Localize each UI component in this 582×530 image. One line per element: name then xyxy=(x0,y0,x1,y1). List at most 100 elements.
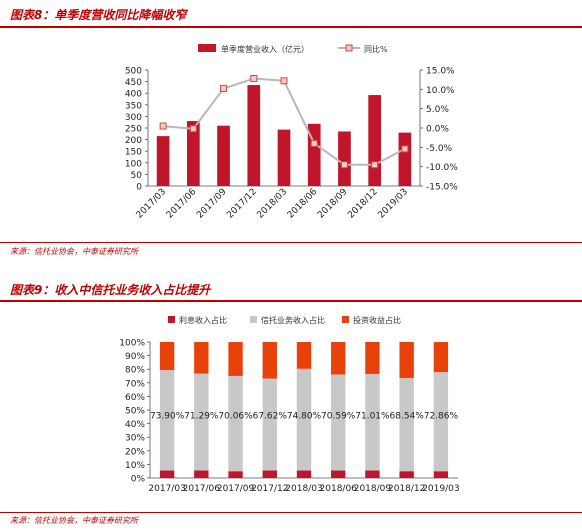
y-left-tick-label: 0 xyxy=(136,183,142,193)
x-tick-label: 2018/12 xyxy=(346,187,380,221)
y-tick-label: 60% xyxy=(125,393,145,403)
figure8-title: 图表8：单季度营收同比降幅收窄 xyxy=(10,8,187,22)
x-tick-label: 2018/12 xyxy=(388,484,425,494)
stacked-bar-segment-2 xyxy=(262,378,277,471)
legend-swatch-1 xyxy=(168,316,175,323)
legend-swatch-2 xyxy=(250,316,257,323)
figure9-top-rule xyxy=(0,300,582,302)
y-left-tick-label: 450 xyxy=(125,78,142,88)
figure8-bottom-rule xyxy=(0,242,582,243)
x-tick-label: 2017/06 xyxy=(183,484,221,494)
stacked-bar-segment-1 xyxy=(331,470,346,478)
x-tick-label: 2017/09 xyxy=(195,187,229,221)
trust-share-data-label: 73.90% xyxy=(150,411,185,421)
stacked-bar-segment-2 xyxy=(159,370,175,471)
yoy-point xyxy=(340,161,348,169)
trust-share-data-label: 70.06% xyxy=(218,411,253,421)
legend-marker-yoy xyxy=(345,44,353,52)
x-tick-label: 2017/09 xyxy=(217,484,255,494)
x-tick-label: 2018/03 xyxy=(285,484,322,494)
revenue-bar xyxy=(247,85,261,186)
y-tick-label: 40% xyxy=(125,420,145,430)
revenue-bar xyxy=(307,123,321,186)
y-right-tick-label: -10.0% xyxy=(426,163,458,173)
trust-share-data-label: 71.01% xyxy=(355,411,390,421)
y-right-tick-label: -15.0% xyxy=(426,183,458,193)
y-left-tick-label: 500 xyxy=(125,67,142,77)
y-tick-label: 50% xyxy=(125,407,145,417)
yoy-point xyxy=(310,139,318,147)
y-right-tick-label: 15.0% xyxy=(426,67,455,77)
legend-swatch-3 xyxy=(342,316,349,323)
yoy-point xyxy=(189,125,197,133)
stacked-bar-segment-3 xyxy=(262,341,277,379)
figure9-title: 图表9：收入中信托业务收入占比提升 xyxy=(10,283,211,297)
stacked-bar-segment-2 xyxy=(194,373,209,471)
x-tick-label: 2019/03 xyxy=(376,187,410,221)
trust-share-data-label: 70.59% xyxy=(321,411,356,421)
yoy-point xyxy=(371,161,379,169)
stacked-bar-segment-1 xyxy=(262,470,277,478)
y-right-tick-label: 10.0% xyxy=(426,86,455,96)
y-right-tick-label: -5.0% xyxy=(426,144,453,154)
figure9-bottom-rule xyxy=(0,512,582,513)
stacked-bar-segment-3 xyxy=(296,342,312,369)
x-tick-label: 2018/06 xyxy=(320,484,358,494)
stacked-bar-segment-3 xyxy=(331,342,346,375)
figure9-chart: 利息收入占比 信托业务收入占比 投资收益占比 0% 10% 20% 30% 40% 50% 60%… xyxy=(119,315,459,494)
y-left-tick-label: 400 xyxy=(125,90,142,100)
stacked-bar-segment-1 xyxy=(159,470,175,478)
trust-share-data-label: 67.62% xyxy=(253,411,288,421)
x-tick-label: 2017/03 xyxy=(148,484,185,494)
x-tick-label: 2017/06 xyxy=(165,187,199,221)
stacked-bar-segment-3 xyxy=(365,341,380,374)
y-tick-label: 30% xyxy=(125,434,145,444)
stacked-bar-segment-1 xyxy=(228,471,243,478)
trust-share-data-label: 68.54% xyxy=(390,411,425,421)
stacked-bar-segment-1 xyxy=(296,470,312,478)
trust-share-data-label: 71.29% xyxy=(184,411,219,421)
y-tick-label: 100% xyxy=(119,339,145,349)
legend-label-yoy: 同比% xyxy=(364,44,388,54)
x-tick-label: 2017/12 xyxy=(225,187,259,221)
y-left-tick-label: 300 xyxy=(125,113,142,123)
y-right-tick-label: 5.0% xyxy=(426,105,449,115)
trust-share-data-label: 74.80% xyxy=(287,411,322,421)
stacked-bar-segment-2 xyxy=(399,377,414,472)
x-tick-label: 2018/03 xyxy=(256,187,290,221)
revenue-bar xyxy=(217,125,230,186)
x-tick-label: 2017/12 xyxy=(251,484,288,494)
yoy-point xyxy=(159,122,167,130)
y-left-tick-label: 350 xyxy=(125,101,142,111)
stacked-bar-segment-3 xyxy=(433,342,449,373)
y-tick-label: 0% xyxy=(131,475,146,485)
revenue-bar xyxy=(277,129,291,186)
y-right-tick-label: 0.0% xyxy=(426,125,449,135)
revenue-bar xyxy=(338,131,351,186)
y-tick-label: 70% xyxy=(125,379,145,389)
x-tick-label: 2019/03 xyxy=(422,484,459,494)
yoy-point xyxy=(401,145,409,153)
y-tick-label: 90% xyxy=(125,352,145,362)
revenue-bar xyxy=(368,95,382,186)
stacked-bar-segment-3 xyxy=(228,342,243,376)
y-left-tick-label: 250 xyxy=(125,125,142,135)
y-tick-label: 10% xyxy=(125,461,145,471)
stacked-bar-segment-1 xyxy=(365,470,380,478)
legend-label-1: 利息收入占比 xyxy=(179,315,227,325)
revenue-bar xyxy=(156,136,170,186)
revenue-bar xyxy=(186,121,200,186)
y-left-tick-label: 50 xyxy=(131,171,143,181)
stacked-bar-segment-1 xyxy=(433,471,449,478)
y-left-tick-label: 150 xyxy=(125,148,142,158)
yoy-point xyxy=(220,85,228,93)
stacked-bar-segment-2 xyxy=(228,375,243,472)
x-tick-label: 2018/09 xyxy=(316,187,350,221)
figure8-source: 来源：信托业协会，中泰证券研究所 xyxy=(10,247,138,256)
stacked-bar-segment-1 xyxy=(399,471,414,478)
stacked-bar-segment-3 xyxy=(159,342,175,371)
stacked-bar-segment-2 xyxy=(433,372,449,472)
x-tick-label: 2018/06 xyxy=(286,187,320,221)
stacked-bar-segment-2 xyxy=(365,373,380,471)
